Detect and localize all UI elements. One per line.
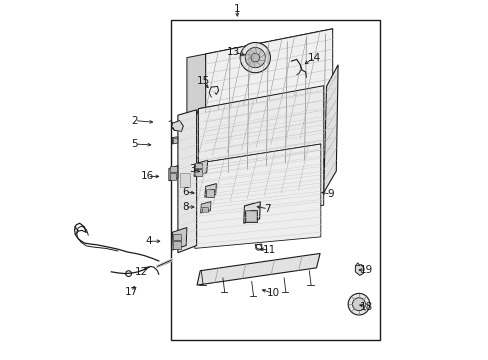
Text: 7: 7 (264, 204, 271, 214)
Text: 8: 8 (182, 202, 188, 212)
Text: 6: 6 (182, 186, 188, 197)
Text: 9: 9 (327, 189, 333, 199)
Polygon shape (171, 121, 183, 131)
Text: 2: 2 (131, 116, 138, 126)
Circle shape (250, 53, 259, 62)
Bar (173, 138, 177, 143)
Polygon shape (185, 86, 323, 160)
Bar (244, 210, 256, 222)
Text: 18: 18 (360, 302, 373, 312)
Polygon shape (194, 160, 207, 176)
Text: 15: 15 (196, 76, 209, 86)
Polygon shape (205, 29, 332, 180)
Polygon shape (197, 253, 320, 285)
Polygon shape (192, 29, 332, 115)
Bar (205, 189, 213, 197)
Bar (194, 163, 202, 168)
Polygon shape (171, 228, 186, 250)
Polygon shape (198, 86, 323, 219)
Text: 14: 14 (307, 53, 321, 63)
Polygon shape (168, 166, 178, 181)
Bar (173, 241, 181, 249)
Polygon shape (183, 144, 320, 210)
Polygon shape (244, 202, 260, 223)
Circle shape (244, 48, 265, 68)
Bar (170, 166, 177, 172)
Bar (194, 169, 202, 176)
Text: 3: 3 (188, 164, 195, 174)
Text: 12: 12 (135, 267, 148, 277)
Bar (179, 173, 190, 187)
Text: 17: 17 (124, 287, 138, 297)
Text: 16: 16 (141, 171, 154, 181)
Polygon shape (323, 65, 337, 193)
Bar (201, 207, 208, 212)
Bar (170, 20, 379, 340)
Text: 5: 5 (131, 139, 138, 149)
Text: 10: 10 (266, 288, 279, 298)
Polygon shape (172, 137, 178, 144)
Text: 19: 19 (360, 265, 373, 275)
Circle shape (347, 293, 369, 315)
Bar (169, 173, 176, 180)
Polygon shape (204, 184, 216, 197)
Polygon shape (200, 202, 211, 213)
Text: 11: 11 (263, 245, 276, 255)
Text: 4: 4 (145, 236, 152, 246)
Text: 13: 13 (226, 47, 240, 57)
Text: 1: 1 (234, 4, 240, 14)
Bar (246, 211, 255, 221)
Bar (173, 234, 181, 240)
Polygon shape (355, 265, 363, 275)
Polygon shape (178, 110, 196, 253)
Polygon shape (186, 54, 205, 184)
Circle shape (352, 298, 365, 311)
Circle shape (240, 42, 270, 73)
Polygon shape (194, 144, 320, 248)
